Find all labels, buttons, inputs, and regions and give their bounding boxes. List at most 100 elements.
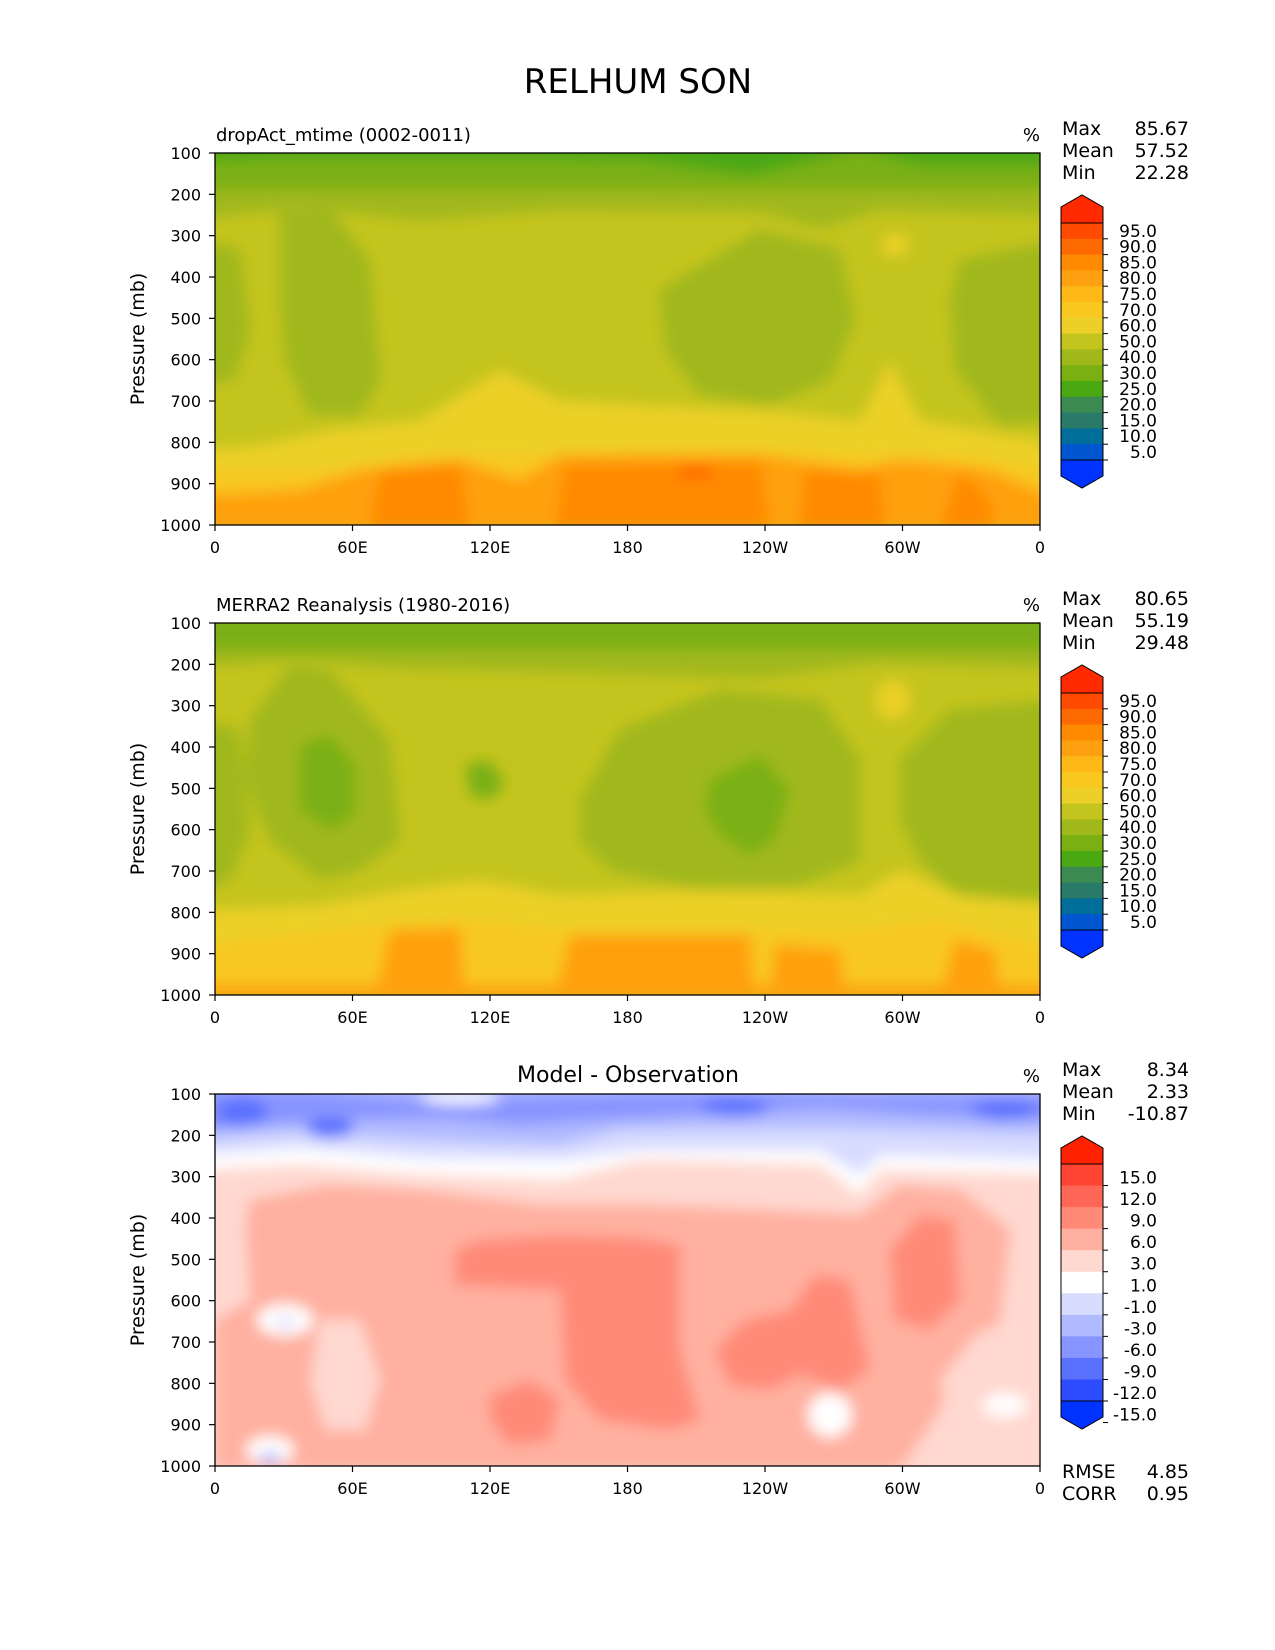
colorbar-swatch — [1061, 1293, 1103, 1316]
panel-model-x-axis: 0 60E 120E 180 120W 60W 0 — [210, 525, 1045, 557]
x-tick-label: 60W — [884, 1479, 920, 1498]
colorbar-swatch — [1061, 444, 1103, 461]
colorbar-label: 20.0 — [1119, 396, 1157, 416]
colorbar-label: 70.0 — [1119, 301, 1157, 321]
stat-label: Max — [1062, 588, 1101, 610]
y-tick-label: 900 — [170, 475, 201, 494]
colorbar-swatch — [1061, 223, 1103, 240]
y-tick-label: 300 — [170, 227, 201, 246]
colorbar-label: 90.0 — [1119, 708, 1157, 728]
y-tick-label: 800 — [170, 433, 201, 452]
colorbar-label: 75.0 — [1119, 755, 1157, 775]
colorbar-label: 25.0 — [1119, 850, 1157, 870]
colorbar-swatch — [1061, 693, 1103, 710]
stat-value: 8.34 — [1147, 1059, 1189, 1081]
x-tick-label: 180 — [612, 538, 643, 557]
y-tick-label: 100 — [170, 144, 201, 163]
y-tick-label: 1000 — [160, 1457, 201, 1476]
panel-observation-y-axis: 100 200 300 400 500 600 700 800 900 1000 — [160, 614, 215, 1005]
colorbar-swatch — [1061, 396, 1103, 414]
x-tick-label: 120W — [742, 1008, 789, 1027]
x-tick-label: 120W — [742, 538, 789, 557]
colorbar-swatch — [1061, 349, 1103, 366]
y-tick-label: 300 — [170, 697, 201, 716]
colorbar-swatch — [1061, 302, 1103, 319]
colorbar-label: 10.0 — [1119, 897, 1157, 917]
y-tick-label: 400 — [170, 268, 201, 287]
colorbar-label: -15.0 — [1113, 1406, 1157, 1426]
y-tick-label: 700 — [170, 1333, 201, 1352]
y-tick-label: 800 — [170, 903, 201, 922]
x-tick-label: 180 — [612, 1008, 643, 1027]
x-tick-label: 120W — [742, 1479, 789, 1498]
colorbar-swatch — [1061, 412, 1103, 429]
y-tick-label: 700 — [170, 392, 201, 411]
colorbar-label: 90.0 — [1119, 238, 1157, 258]
panel-difference-x-axis: 0 60E 120E 180 120W 60W 0 — [210, 1466, 1045, 1498]
x-tick-label: 0 — [1035, 1008, 1045, 1027]
colorbar-swatch — [1061, 1207, 1103, 1230]
y-tick-label: 600 — [170, 351, 201, 370]
colorbar-swatch — [1061, 1271, 1103, 1294]
stat-label: Min — [1062, 162, 1096, 184]
x-tick-label: 60E — [337, 1008, 367, 1027]
colorbar-label: 15.0 — [1119, 411, 1157, 431]
colorbar-label: 1.0 — [1130, 1276, 1157, 1296]
x-tick-label: 0 — [1035, 538, 1045, 557]
footer-stat-value: 4.85 — [1147, 1461, 1189, 1483]
panel-difference: Model - Observation % — [127, 1059, 1189, 1505]
y-tick-label: 500 — [170, 779, 201, 798]
colorbar-swatch — [1061, 365, 1103, 382]
colorbar-label: 95.0 — [1119, 692, 1157, 712]
y-tick-label: 100 — [170, 1085, 201, 1104]
panel-model-units: % — [1023, 125, 1040, 146]
x-tick-label: 60W — [884, 1008, 920, 1027]
colorbar-label: 3.0 — [1130, 1255, 1157, 1275]
y-tick-label: 500 — [170, 309, 201, 328]
figure-title: RELHUM SON — [524, 62, 752, 102]
colorbar-swatch — [1061, 898, 1103, 915]
stat-value: 85.67 — [1135, 118, 1189, 140]
panel-model: dropAct_mtime (0002-0011) % — [127, 118, 1189, 557]
colorbar-swatch — [1061, 1250, 1103, 1273]
colorbar-extend-min — [1060, 929, 1104, 959]
colorbar-swatch — [1061, 1379, 1103, 1402]
colorbar-swatch — [1061, 803, 1103, 820]
y-tick-label: 600 — [170, 1292, 201, 1311]
colorbar-swatch — [1061, 851, 1103, 868]
colorbar-label: 15.0 — [1119, 881, 1157, 901]
colorbar-swatch — [1061, 724, 1103, 741]
colorbar-swatch — [1061, 270, 1103, 287]
panel-difference-y-axis: 100 200 300 400 500 600 700 800 900 1000 — [160, 1085, 215, 1476]
colorbar-swatch — [1061, 1336, 1103, 1359]
x-tick-label: 0 — [1035, 1479, 1045, 1498]
stat-label: Min — [1062, 1103, 1096, 1125]
y-tick-label: 900 — [170, 1416, 201, 1435]
panel-model-stats: Max 85.67 Mean 57.52 Min 22.28 — [1062, 118, 1189, 184]
panel-difference-footer-stats: RMSE 4.85 CORR 0.95 — [1062, 1461, 1189, 1505]
colorbar-label: -3.0 — [1124, 1319, 1157, 1339]
panel-difference-units: % — [1023, 1066, 1040, 1087]
colorbar-label: 40.0 — [1119, 348, 1157, 368]
colorbar-swatch — [1061, 914, 1103, 931]
colorbar-extend-max — [1060, 1135, 1104, 1165]
colorbar-swatch — [1061, 1185, 1103, 1208]
colorbar-swatch — [1061, 238, 1103, 256]
colorbar-label: 30.0 — [1119, 834, 1157, 854]
colorbar-swatch — [1061, 1228, 1103, 1251]
x-tick-label: 0 — [210, 538, 220, 557]
colorbar-label: 50.0 — [1119, 802, 1157, 822]
stat-value: 55.19 — [1135, 610, 1189, 632]
x-tick-label: 120E — [470, 1008, 511, 1027]
colorbar-swatch — [1061, 740, 1103, 757]
y-tick-label: 200 — [170, 655, 201, 674]
stat-value: 22.28 — [1135, 162, 1189, 184]
colorbar-label: 50.0 — [1119, 332, 1157, 352]
colorbar-swatch — [1061, 866, 1103, 884]
colorbar-swatch — [1061, 882, 1103, 899]
stat-value: 57.52 — [1135, 140, 1189, 162]
y-tick-label: 1000 — [160, 986, 201, 1005]
colorbar-swatch — [1061, 1357, 1103, 1380]
panel-model-y-axis: 100 200 300 400 500 600 700 800 900 1000 — [160, 144, 215, 535]
